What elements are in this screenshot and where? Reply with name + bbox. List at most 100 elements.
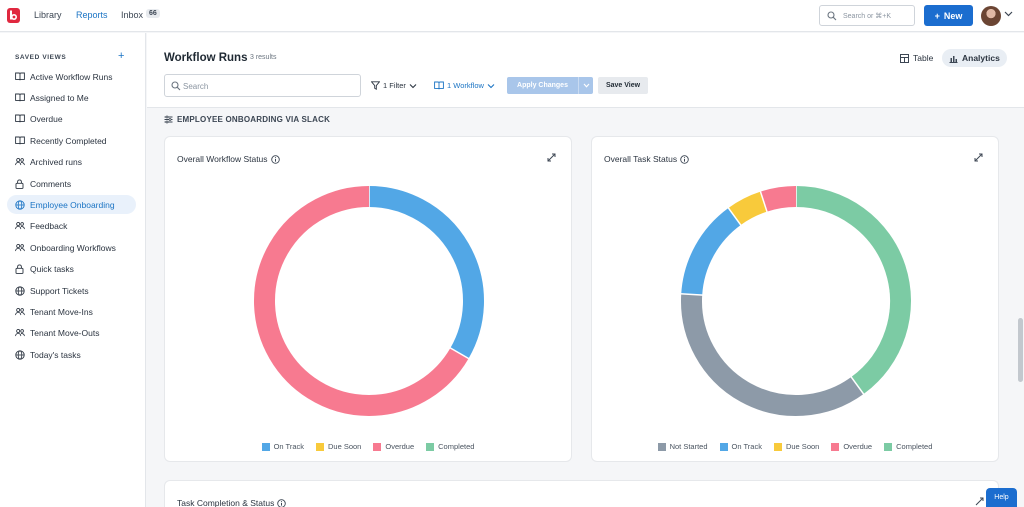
book-icon (434, 81, 444, 90)
legend-swatch (657, 442, 666, 451)
global-search-placeholder: Search or ⌘+K (843, 13, 892, 20)
task-completion-title: Task Completion & Status (177, 498, 287, 507)
legend-item-completed[interactable]: Completed (426, 442, 474, 451)
sidebar-item-today-s-tasks[interactable]: Today's tasks (7, 345, 136, 364)
sidebar-item-label: Onboarding Workflows (30, 242, 116, 253)
analytics-view-label: Analytics (962, 53, 1000, 63)
lock-icon (15, 264, 25, 274)
apply-changes-label: Apply Changes (507, 77, 578, 94)
info-icon[interactable] (270, 154, 280, 164)
donut-slice-overdue[interactable] (254, 186, 469, 416)
sidebar-item-label: Today's tasks (30, 349, 81, 360)
section-label: EMPLOYEE ONBOARDING VIA SLACK (164, 115, 330, 124)
help-button[interactable]: Help (986, 488, 1017, 507)
donut-slice-overdue[interactable] (760, 186, 797, 212)
expand-icon[interactable] (974, 153, 983, 162)
sidebar-item-label: Overdue (30, 114, 63, 125)
book-icon (15, 114, 25, 124)
donut-slice-on-track[interactable] (368, 186, 484, 359)
global-search-input[interactable]: Search or ⌘+K (819, 5, 915, 26)
info-icon[interactable] (277, 498, 287, 507)
sidebar-item-label: Support Tickets (30, 285, 89, 296)
expand-icon[interactable] (975, 497, 984, 506)
results-count: 3 results (250, 54, 277, 61)
legend-swatch (831, 442, 840, 451)
legend-swatch (884, 442, 893, 451)
workflow-status-card: Overall Workflow Status On Track Due Soon… (164, 136, 572, 462)
slice-separator (850, 375, 865, 396)
legend-item-on-track[interactable]: On Track (719, 442, 762, 451)
filter-button[interactable]: 1 Filter (371, 79, 417, 92)
sidebar-item-feedback[interactable]: Feedback (7, 217, 136, 236)
workflow-filter-label: 1 Workflow (447, 81, 484, 90)
legend-swatch (773, 442, 782, 451)
nav-inbox[interactable]: Inbox (121, 10, 144, 20)
workflow-filter-button[interactable]: 1 Workflow (434, 79, 495, 92)
sidebar-item-comments[interactable]: Comments (7, 174, 136, 193)
task-status-legend: Not Started On Track Due Soon Overdue Comple… (592, 442, 998, 451)
sidebar-item-onboarding-workflows[interactable]: Onboarding Workflows (7, 238, 136, 257)
legend-label: On Track (273, 442, 304, 451)
legend-label: Due Soon (785, 442, 820, 451)
sidebar-item-label: Active Workflow Runs (30, 71, 113, 82)
task-completion-card: Task Completion & Status (164, 480, 999, 507)
table-view-button[interactable]: Table (893, 49, 940, 67)
slice-separator (727, 206, 742, 227)
slice-separator (680, 292, 704, 296)
apply-options-button[interactable] (578, 77, 593, 94)
legend-item-on-track[interactable]: On Track (261, 442, 304, 451)
sidebar-item-tenant-move-ins[interactable]: Tenant Move-Ins (7, 302, 136, 321)
task-status-card: Overall Task Status Not Started On Track D… (591, 136, 999, 462)
donut-slice-due-soon[interactable] (728, 191, 768, 226)
users-icon (15, 221, 25, 231)
legend-item-overdue[interactable]: Overdue (831, 442, 872, 451)
lock-icon (15, 178, 25, 189)
legend-swatch (261, 442, 270, 451)
donut-slice-completed[interactable] (795, 186, 911, 395)
sidebar-item-tenant-move-outs[interactable]: Tenant Move-Outs (7, 324, 136, 343)
donut-slice-on-track[interactable] (681, 207, 742, 296)
sidebar-item-employee-onboarding[interactable]: Employee Onboarding (7, 195, 136, 215)
chevron-down-icon (409, 83, 417, 88)
workflow-status-donut-chart (254, 185, 484, 416)
sidebar-item-assigned-to-me[interactable]: Assigned to Me (7, 88, 136, 107)
sidebar-item-quick-tasks[interactable]: Quick tasks (7, 260, 136, 279)
legend-swatch (719, 442, 728, 451)
legend-item-due-soon[interactable]: Due Soon (773, 442, 820, 451)
chevron-down-icon[interactable] (1004, 11, 1013, 17)
workflow-status-title: Overall Workflow Status (177, 154, 280, 164)
legend-item-completed[interactable]: Completed (884, 442, 932, 451)
book-icon (15, 93, 25, 103)
donut-slice-not-started[interactable] (681, 293, 864, 416)
avatar[interactable] (981, 6, 1001, 26)
save-view-button[interactable]: Save View (598, 77, 648, 94)
runs-search-input[interactable]: Search (164, 74, 361, 97)
legend-label: Due Soon (328, 442, 362, 451)
sidebar-item-active-workflow-runs[interactable]: Active Workflow Runs (7, 67, 136, 86)
app-logo-icon[interactable] (7, 8, 20, 23)
sidebar-item-support-tickets[interactable]: Support Tickets (7, 281, 136, 300)
sidebar-item-label: Recently Completed (30, 135, 107, 146)
legend-item-not-started[interactable]: Not Started (657, 442, 708, 451)
nav-library[interactable]: Library (34, 10, 62, 20)
book-icon (15, 72, 25, 82)
book-icon (15, 136, 25, 146)
add-view-button[interactable]: + (118, 50, 125, 62)
sidebar-item-archived-runs[interactable]: Archived runs (7, 153, 136, 172)
workflow-status-legend: On Track Due Soon Overdue Completed (165, 442, 571, 451)
sidebar-item-recently-completed[interactable]: Recently Completed (7, 131, 136, 150)
new-button[interactable]: + New (924, 5, 973, 26)
info-icon[interactable] (680, 154, 689, 164)
expand-icon[interactable] (547, 153, 556, 162)
legend-swatch (426, 442, 435, 451)
analytics-view-button[interactable]: Analytics (942, 49, 1007, 67)
table-view-label: Table (913, 53, 934, 63)
sidebar-item-label: Assigned to Me (30, 92, 89, 103)
legend-item-overdue[interactable]: Overdue (373, 442, 414, 451)
legend-item-due-soon[interactable]: Due Soon (316, 442, 361, 451)
apply-changes-button[interactable]: Apply Changes (507, 77, 593, 94)
page-scrollbar[interactable] (1018, 318, 1023, 382)
filter-button-label: 1 Filter (383, 81, 406, 90)
sidebar-item-overdue[interactable]: Overdue (7, 110, 136, 129)
nav-reports[interactable]: Reports (76, 10, 108, 20)
